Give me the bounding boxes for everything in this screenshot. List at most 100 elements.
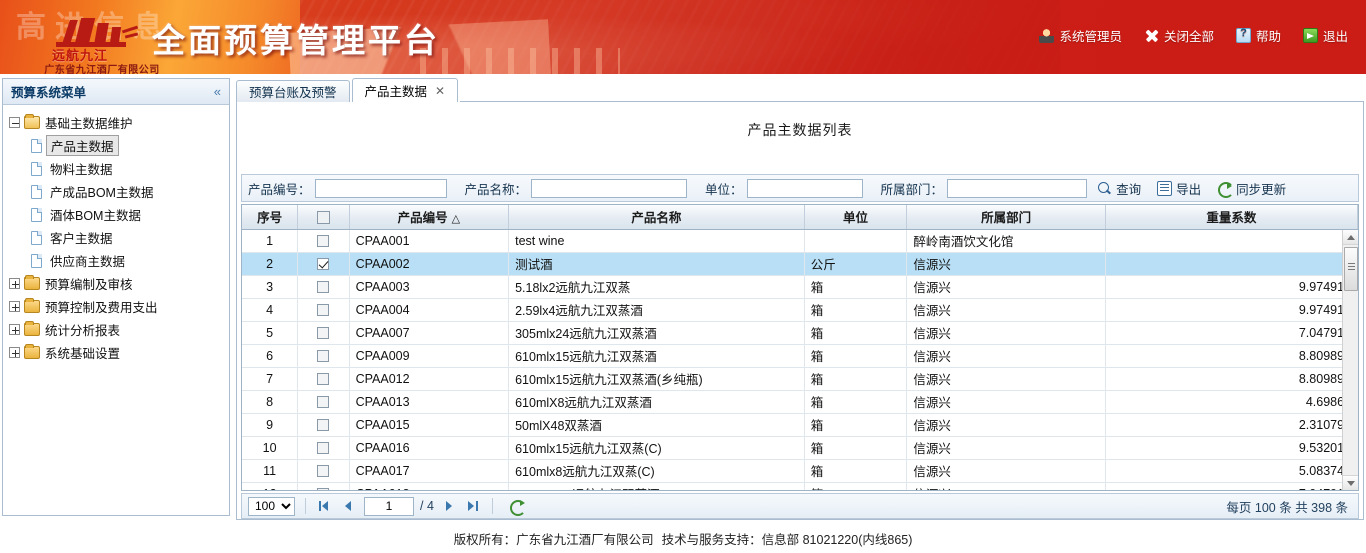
cell-select[interactable] [297,482,350,490]
column-label: 产品编号 [397,211,448,226]
tree-group-statistics-report[interactable]: 统计分析报表 [9,318,229,341]
collapse-toggle-icon[interactable] [9,117,20,128]
tree-group-basic-master-data[interactable]: 基础主数据维护 [9,111,229,134]
nav-item-admin[interactable]: 系统管理员 [1039,26,1122,45]
row-checkbox[interactable] [317,258,330,271]
row-checkbox[interactable] [317,488,330,490]
cell-code: CPAA012 [349,367,510,391]
expand-toggle-icon[interactable] [9,324,20,335]
cell-select[interactable] [297,436,350,460]
row-checkbox[interactable] [317,465,330,478]
cell-select[interactable] [297,367,350,391]
document-icon [31,184,42,199]
tree-group-budget-prepare[interactable]: 预算编制及审核 [9,272,229,295]
table-row[interactable]: 12 CPAA018 610mL*12远航九江双蒸酒 箱 信源兴 7.04791… [242,482,1358,490]
table-row[interactable]: 5 CPAA007 305mlx24远航九江双蒸酒 箱 信源兴 7.047916 [242,321,1358,345]
collapse-sidebar-icon[interactable]: « [213,84,221,99]
unit-input[interactable] [746,178,863,198]
cell-index: 10 [242,436,299,460]
table-row[interactable]: 2 CPAA002 测试酒 公斤 信源兴 0 [242,252,1358,276]
tree-group-label: 统计分析报表 [45,324,121,338]
sync-update-button[interactable]: 同步更新 [1211,179,1292,198]
close-tab-icon[interactable]: ✕ [435,83,446,98]
cell-select[interactable] [297,321,350,345]
table-row[interactable]: 1 CPAA001 test wine 醉岭南酒饮文化馆 0 [242,229,1358,253]
row-checkbox[interactable] [317,235,330,248]
nav-item-exit[interactable]: 退出 [1302,26,1348,45]
export-button[interactable]: 导出 [1151,179,1207,198]
column-header-select-all[interactable] [297,205,350,230]
row-checkbox[interactable] [317,373,330,386]
page-size-select[interactable]: 100 [248,496,295,516]
tab-product-master[interactable]: 产品主数据 ✕ [351,78,459,102]
tree-group-budget-control[interactable]: 预算控制及费用支出 [9,295,229,318]
cell-coefficient: 9.532017 [1105,436,1358,460]
product-name-input[interactable] [531,178,688,198]
table-row[interactable]: 9 CPAA015 50mlX48双蒸酒 箱 信源兴 2.310792 [242,413,1358,437]
column-label: 重量系数 [1206,211,1257,226]
scroll-up-icon[interactable] [1343,230,1358,245]
row-checkbox[interactable] [317,442,330,455]
cell-select[interactable] [297,298,350,322]
sidebar-item-product-master[interactable]: 产品主数据 [9,134,229,157]
grid-vertical-scrollbar[interactable] [1342,230,1358,490]
cell-select[interactable] [297,252,350,276]
table-row[interactable]: 3 CPAA003 5.18lx2远航九江双蒸 箱 信源兴 9.974919 [242,275,1358,299]
expand-toggle-icon[interactable] [9,347,20,358]
row-checkbox[interactable] [317,327,330,340]
first-page-button[interactable] [316,498,334,514]
cell-index: 3 [242,275,299,299]
column-header-index[interactable]: 序号 [242,205,299,230]
row-checkbox[interactable] [317,304,330,317]
table-row[interactable]: 11 CPAA017 610mlx8远航九江双蒸(C) 箱 信源兴 5.0837… [242,459,1358,483]
column-header-name[interactable]: 产品名称 [508,205,805,230]
row-checkbox[interactable] [317,419,330,432]
sidebar-item-supplier-master[interactable]: 供应商主数据 [9,249,229,272]
last-page-button[interactable] [464,498,482,514]
table-row[interactable]: 10 CPAA016 610mlx15远航九江双蒸(C) 箱 信源兴 9.532… [242,436,1358,460]
cell-code: CPAA017 [349,459,510,483]
sync-update-button-label: 同步更新 [1236,182,1287,197]
cell-coefficient: 9.974919 [1105,275,1358,299]
table-row[interactable]: 6 CPAA009 610mlx15远航九江双蒸酒 箱 信源兴 8.809895 [242,344,1358,368]
row-checkbox[interactable] [317,350,330,363]
expand-toggle-icon[interactable] [9,278,20,289]
sidebar-item-finished-bom-master[interactable]: 产成品BOM主数据 [9,180,229,203]
next-page-button[interactable] [440,498,458,514]
cell-select[interactable] [297,413,350,437]
row-checkbox[interactable] [317,396,330,409]
cell-select[interactable] [297,390,350,414]
refresh-icon[interactable] [509,498,526,516]
nav-item-close-all[interactable]: 关闭全部 [1144,26,1214,45]
tab-budget-ledger[interactable]: 预算台账及预警 [236,80,350,102]
product-code-input[interactable] [314,178,447,198]
prev-page-button[interactable] [340,498,358,514]
page-number-input[interactable] [364,496,414,516]
cell-code: CPAA003 [349,275,510,299]
scrollbar-thumb[interactable] [1344,247,1358,291]
query-button[interactable]: 查询 [1091,179,1147,198]
tree-group-system-settings[interactable]: 系统基础设置 [9,341,229,364]
sidebar-item-customer-master[interactable]: 客户主数据 [9,226,229,249]
sidebar-item-liquor-bom-master[interactable]: 酒体BOM主数据 [9,203,229,226]
cell-select[interactable] [297,344,350,368]
column-header-code[interactable]: 产品编号 △ [349,205,510,230]
cell-select[interactable] [297,229,350,253]
nav-item-help[interactable]: 帮助 [1235,26,1281,45]
table-row[interactable]: 7 CPAA012 610mlx15远航九江双蒸酒(乡纯瓶) 箱 信源兴 8.8… [242,367,1358,391]
product-name-label: 产品名称： [464,182,528,197]
sidebar-item-material-master[interactable]: 物料主数据 [9,157,229,180]
cell-select[interactable] [297,275,350,299]
cell-select[interactable] [297,459,350,483]
select-all-checkbox[interactable] [316,210,330,224]
column-header-unit[interactable]: 单位 [804,205,908,230]
table-row[interactable]: 4 CPAA004 2.59lx4远航九江双蒸酒 箱 信源兴 9.974919 [242,298,1358,322]
column-header-department[interactable]: 所属部门 [906,205,1106,230]
row-checkbox[interactable] [317,281,330,294]
table-row[interactable]: 8 CPAA013 610mlX8远航九江双蒸酒 箱 信源兴 4.69861 [242,390,1358,414]
scroll-down-icon[interactable] [1343,475,1358,490]
expand-toggle-icon[interactable] [9,301,20,312]
cell-name: 5.18lx2远航九江双蒸 [508,275,805,299]
department-input[interactable] [947,178,1088,198]
column-header-weight-coefficient[interactable]: 重量系数 [1105,205,1358,230]
